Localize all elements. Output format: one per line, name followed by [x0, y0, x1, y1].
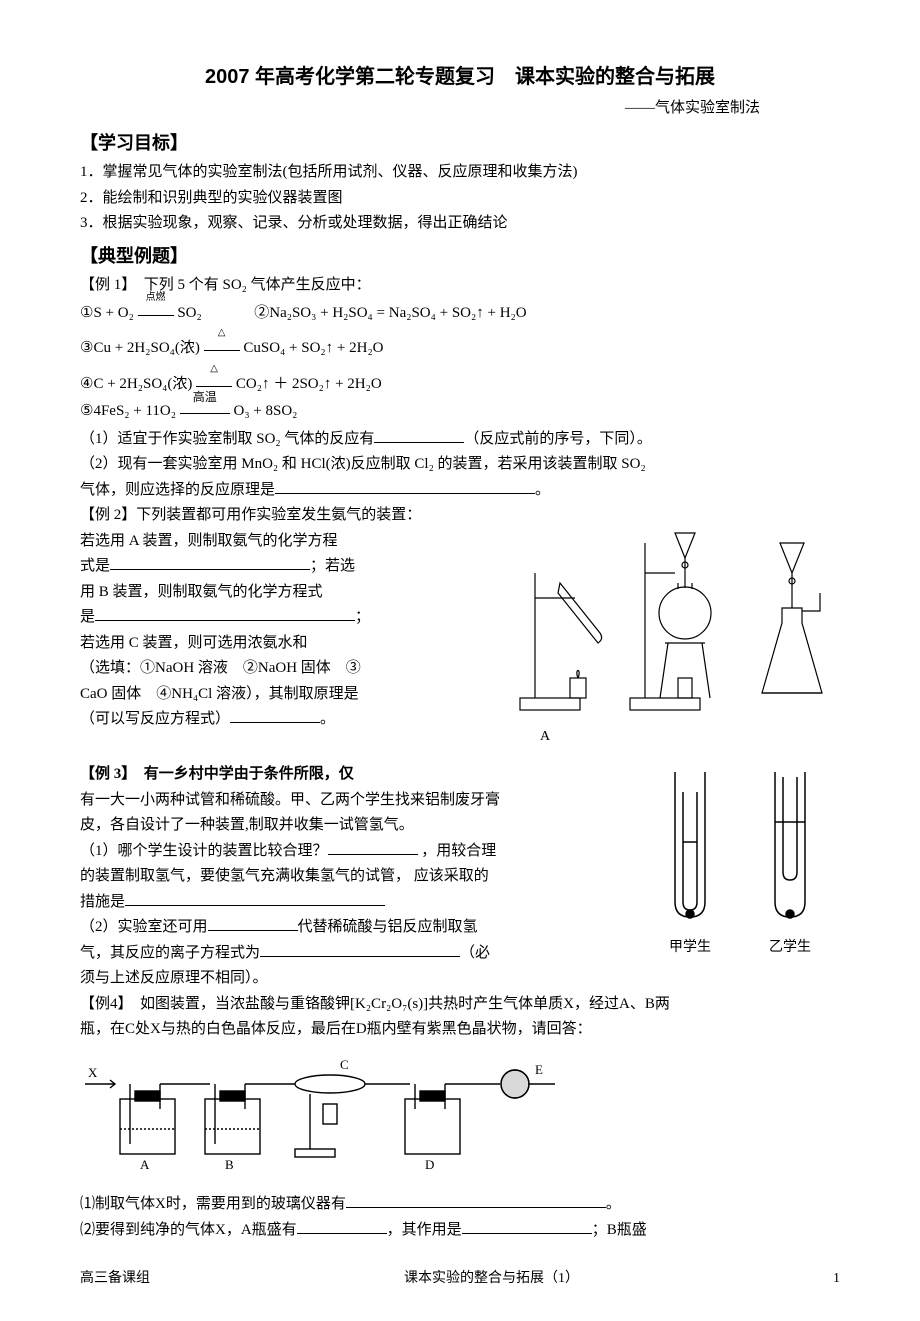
arrow-icon: 点燃 [138, 301, 174, 327]
blank [95, 605, 355, 621]
blank [275, 478, 535, 494]
blank [374, 427, 464, 443]
tube-yi-icon [750, 762, 830, 932]
ex2-p8a: （可以写反应方程式） [80, 711, 230, 727]
goal-1: 1．掌握常见气体的实验室制法(包括所用试剂、仪器、反应原理和收集方法) [80, 160, 840, 186]
blank [125, 890, 385, 906]
gap [205, 305, 250, 321]
ex4-q1-text: ⑴制取气体X时，需要用到的玻璃仪器有 [80, 1196, 346, 1212]
ex4-q1: ⑴制取气体X时，需要用到的玻璃仪器有 。 [80, 1192, 840, 1218]
ex1-reaction-5: ⑤4FeS₂ + 11O₂ 高温 O₃ + 8SO₂ [80, 399, 840, 425]
ex4-q2: ⑵要得到纯净的气体X，A瓶盛有 ，其作用是 ；B瓶盛 [80, 1218, 840, 1244]
label-e: E [535, 1062, 543, 1077]
apparatus-c-icon [762, 543, 822, 693]
ex3-q2c-text: 气，其反应的离子方程式为 [80, 945, 260, 961]
ex1-r1-left: ①S + O₂ [80, 305, 134, 321]
footer-page-number: 1 [833, 1267, 840, 1291]
ex4-q2a: ⑵要得到纯净的气体X，A瓶盛有 [80, 1222, 297, 1238]
ex1-r4-right: CO₂↑ ＋ 2SO₂↑ + 2H₂O [236, 376, 382, 392]
blank [260, 941, 460, 957]
ex1-r4-left: ④C + 2H₂SO₄(浓) [80, 376, 192, 392]
arrow-icon: △ [204, 336, 240, 362]
ex1-r4-cond: △ [196, 360, 232, 377]
blank [230, 707, 320, 723]
ex1-q2a: （2）现有一套实验室用 MnO₂ 和 HCl(浓)反应制取 Cl₂ 的装置，若采… [80, 456, 646, 472]
ex1-r5-left: ⑤4FeS₂ + 11O₂ [80, 403, 176, 419]
ex3-q2a: （2）实验室还可用 [80, 919, 208, 935]
ex2-p8b: 。 [320, 711, 335, 727]
ex1-r3-left: ③Cu + 2H₂SO₄(浓) [80, 340, 200, 356]
label-x: X [88, 1065, 98, 1080]
blank [328, 839, 418, 855]
label-b: B [225, 1157, 234, 1172]
page-title: 2007 年高考化学第二轮专题复习 课本实验的整合与拓展 [80, 60, 840, 94]
ex3-figure: 甲学生 乙学生 [640, 762, 840, 960]
ex1-lead: 【例 1】 下列 5 个有 SO₂ 气体产生反应中： [80, 273, 840, 299]
ex1-q1-text: （1）适宜于作实验室制取 SO₂ 气体的反应有 [80, 431, 374, 447]
goals-heading: 【学习目标】 [80, 128, 840, 159]
example-2: A 【例 2】下列装置都可用作实验室发生氨气的装置： 若选用 A 装置，则制取氨… [80, 503, 840, 756]
example-1: 【例 1】 下列 5 个有 SO₂ 气体产生反应中： ①S + O₂ 点燃 SO… [80, 273, 840, 503]
ex1-r1-cond: 点燃 [138, 289, 174, 306]
ex1-reaction-1-2: ①S + O₂ 点燃 SO₂ ②Na₂SO₃ + H₂SO₄ = Na₂SO₄ … [80, 301, 840, 327]
ex1-q2: （2）现有一套实验室用 MnO₂ 和 HCl(浓)反应制取 Cl₂ 的装置，若采… [80, 452, 840, 503]
arrow-icon: 高温 [180, 399, 230, 425]
ex1-q2-tail: 。 [535, 482, 550, 498]
goal-2: 2．能绘制和识别典型的实验仪器装置图 [80, 186, 840, 212]
ex4-q2b: ，其作用是 [387, 1222, 462, 1238]
ex3-q1d-text: 措施是 [80, 894, 125, 910]
ex4-q2c: ；B瓶盛 [592, 1222, 647, 1238]
label-d: D [425, 1157, 434, 1172]
ex2-apparatus-figure: A [500, 503, 840, 756]
ex1-r1-right: SO₂ [177, 305, 201, 321]
ex1-r5-right: O₃ + 8SO₂ [233, 403, 297, 419]
ex4-q1-tail: 。 [606, 1196, 621, 1212]
ex2-p2b: ；若选 [310, 558, 355, 574]
ex4-lead-a: 【例4】 如图装置，当浓盐酸与重铬酸钾[K₂Cr₂O₇(s)]共热时产生气体单质… [80, 992, 840, 1018]
page-footer: 高三备课组 课本实验的整合与拓展（1） 1 [80, 1267, 840, 1291]
blank [346, 1192, 606, 1208]
ex3-caption-yi: 乙学生 [769, 936, 811, 960]
ex1-r3-cond: △ [204, 324, 240, 341]
ex3-q2b: 代替稀硫酸与铝反应制取氢 [298, 919, 478, 935]
ex2-p4a: 是 [80, 609, 95, 625]
ex1-reaction-3: ③Cu + 2H₂SO₄(浓) △ CuSO₄ + SO₂↑ + 2H₂O [80, 336, 840, 362]
ex3-caption-jia: 甲学生 [669, 936, 711, 960]
ex3-q2e: 须与上述反应原理不相同）。 [80, 966, 840, 992]
blank [462, 1218, 592, 1234]
apparatus-a-label: A [540, 725, 880, 749]
label-a: A [140, 1157, 150, 1172]
tube-jia-icon [650, 762, 730, 932]
ex1-r3-right: CuSO₄ + SO₂↑ + 2H₂O [243, 340, 383, 356]
ex2-p4b: ； [355, 609, 370, 625]
ex1-q1: （1）适宜于作实验室制取 SO₂ 气体的反应有 （反应式前的序号，下同）。 [80, 427, 840, 453]
footer-left: 高三备课组 [80, 1267, 150, 1291]
examples-heading: 【典型例题】 [80, 241, 840, 272]
goal-3: 3．根据实验现象，观察、记录、分析或处理数据，得出正确结论 [80, 211, 840, 237]
ex3-lead-text: 【例 3】 有一乡村中学由于条件所限，仅 [80, 766, 354, 782]
apparatus-a-icon [520, 573, 602, 710]
ex1-r5-cond: 高温 [180, 387, 230, 407]
page-subtitle: ——气体实验室制法 [80, 96, 760, 122]
example-4: 【例4】 如图装置，当浓盐酸与重铬酸钾[K₂Cr₂O₇(s)]共热时产生气体单质… [80, 992, 840, 1244]
ex3-q1b: ，用较合理 [418, 843, 497, 859]
example-3: 甲学生 乙学生 【例 3】 有一乡村中学由于条件所限，仅 有一大一小两种试管和稀… [80, 762, 840, 992]
ex4-diagram: X A B C D E [80, 1049, 840, 1189]
ex3-q1a: （1）哪个学生设计的装置比较合理？ [80, 843, 328, 859]
ex1-r2: ②Na₂SO₃ + H₂SO₄ = Na₂SO₄ + SO₂↑ + H₂O [254, 305, 526, 321]
blank [208, 915, 298, 931]
apparatus-b-icon [630, 533, 711, 710]
ex1-q2b: 气体，则应选择的反应原理是 [80, 482, 275, 498]
ex2-p2a: 式是 [80, 558, 110, 574]
ex3-q2d: （必 [460, 945, 490, 961]
footer-center: 课本实验的整合与拓展（1） [404, 1267, 579, 1291]
ex4-lead-b: 瓶，在C处X与热的白色晶体反应，最后在D瓶内壁有紫黑色晶状物，请回答： [80, 1017, 840, 1043]
blank [297, 1218, 387, 1234]
blank [110, 554, 310, 570]
label-c: C [340, 1057, 349, 1072]
ex1-q1-tail: （反应式前的序号，下同）。 [464, 431, 652, 447]
